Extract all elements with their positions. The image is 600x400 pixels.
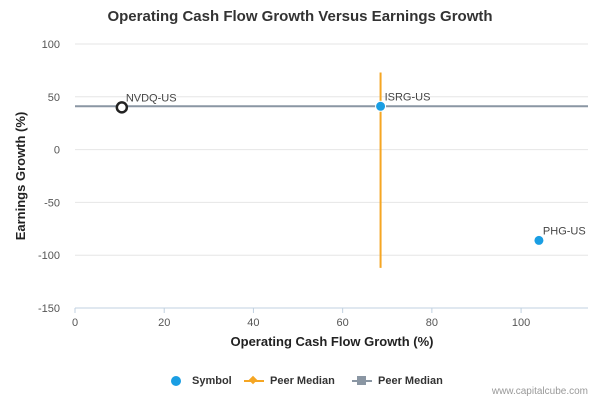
- legend-dot-icon: [166, 375, 186, 387]
- x-tick-label: 20: [158, 317, 170, 329]
- y-tick-label: -150: [38, 303, 60, 315]
- x-axis-label: Operating Cash Flow Growth (%): [231, 334, 434, 349]
- x-tick-label: 60: [337, 317, 349, 329]
- point-layer: NVDQ-US ISRG-US PHG-US: [115, 91, 586, 246]
- point-label: ISRG-US: [385, 91, 431, 103]
- y-tick-label: 100: [42, 39, 60, 51]
- legend-item-peer-median-x[interactable]: Peer Median: [244, 375, 335, 387]
- y-axis-label: Earnings Growth (%): [13, 112, 28, 241]
- x-tick-label: 40: [247, 317, 259, 329]
- legend-diamond-line-icon: [244, 375, 264, 387]
- x-tick-label: 0: [72, 317, 78, 329]
- y-tick-label: 0: [54, 145, 60, 157]
- x-tick-label: 100: [512, 317, 530, 329]
- y-tick-label: -50: [44, 197, 60, 209]
- legend-item-peer-median-y[interactable]: Peer Median: [352, 375, 443, 387]
- axis-layer: 100 50 0 -50 -100 -150 0 20 40 60 80 100: [38, 39, 588, 329]
- x-tick-label: 80: [426, 317, 438, 329]
- legend-label-peer-median-x: Peer Median: [270, 375, 335, 387]
- legend-label-peer-median-y: Peer Median: [378, 375, 443, 387]
- data-point[interactable]: [533, 234, 545, 246]
- point-label: PHG-US: [543, 225, 586, 237]
- credit-text[interactable]: www.capitalcube.com: [491, 386, 588, 397]
- legend: Symbol Peer Median Peer Median: [0, 375, 600, 391]
- legend-square-line-icon: [352, 375, 372, 387]
- data-point[interactable]: [115, 101, 129, 114]
- legend-label-symbol: Symbol: [192, 375, 232, 387]
- chart-title: Operating Cash Flow Growth Versus Earnin…: [107, 8, 493, 25]
- y-tick-label: 50: [48, 92, 60, 104]
- grid-layer: [75, 43, 588, 309]
- data-point[interactable]: [375, 100, 387, 112]
- legend-item-symbol[interactable]: Symbol: [166, 375, 232, 387]
- point-label: NVDQ-US: [126, 92, 177, 104]
- y-tick-label: -100: [38, 250, 60, 262]
